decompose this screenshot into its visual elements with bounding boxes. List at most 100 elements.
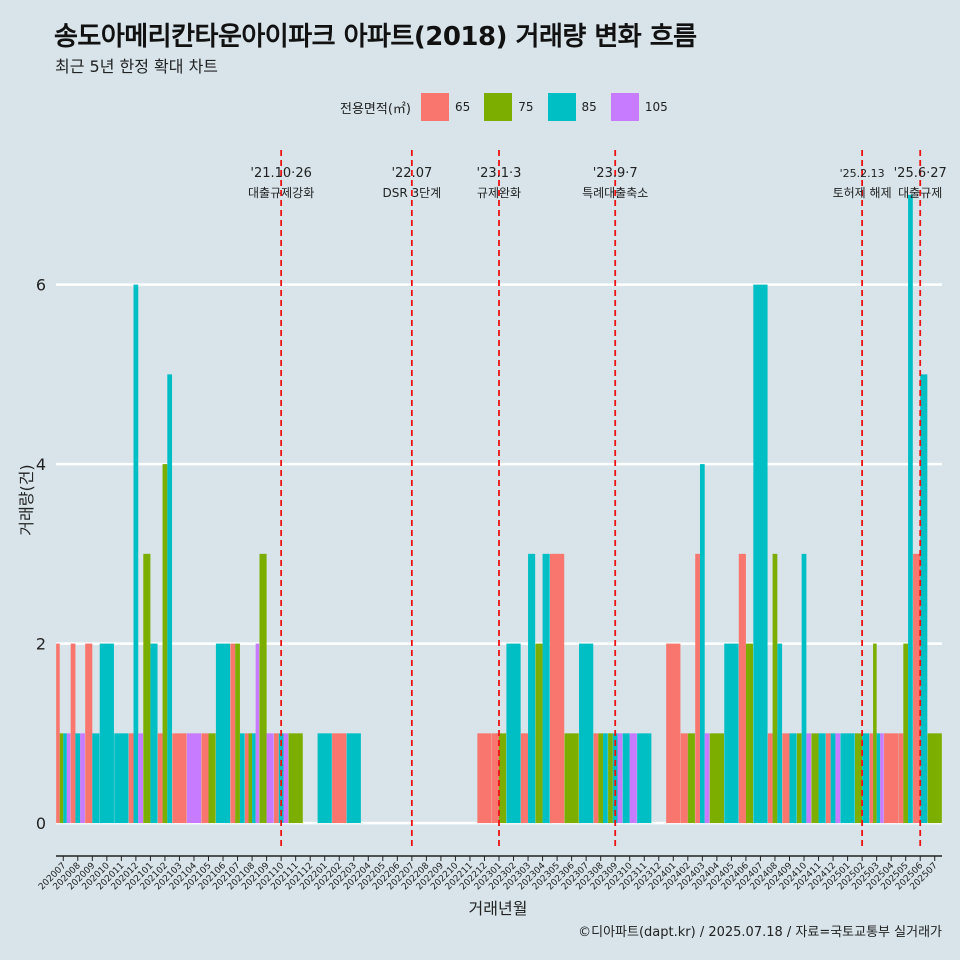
event-label-202110: 대출규제강화 (248, 186, 314, 200)
source-caption: ©디아파트(dapt.kr) / 2025.07.18 / 자료=국토교통부 실… (578, 925, 942, 940)
bar-65-202105 (201, 733, 209, 824)
bar-65-202009 (85, 643, 93, 824)
bar-65-202409 (782, 733, 790, 824)
bar-105-202403 (704, 733, 710, 824)
legend-swatch-65 (420, 93, 449, 121)
legend-item-105: 105 (610, 93, 668, 121)
chart-title: 송도아메리칸타운아이파크 아파트(2018) 거래량 변화 흐름 (54, 22, 697, 52)
bar-65-202301 (491, 733, 499, 824)
bar-75-202505 (903, 643, 909, 824)
legend-label-105: 105 (644, 100, 668, 114)
bar-65-202008 (70, 643, 76, 824)
bar-75-202109 (259, 553, 267, 824)
bar-105-202309 (617, 733, 623, 824)
bar-65-202107 (230, 643, 236, 824)
bar-85-202501 (840, 733, 855, 824)
bar-75-202410 (796, 733, 802, 824)
bar-75-202111 (288, 733, 303, 824)
bar-75-202503 (873, 643, 877, 824)
event-label-202502: 토허제 해제 (833, 186, 892, 200)
event-label-202309: 특례대출축소 (582, 186, 648, 200)
bar-65-202110 (274, 733, 279, 824)
event-date-202110: '21.10·26 (250, 166, 311, 181)
bar-75-202309 (608, 733, 613, 824)
bar-85-202302 (506, 643, 521, 824)
bar-85-202007 (63, 733, 67, 824)
bar-105-202310 (629, 733, 637, 824)
bar-85-202310 (622, 733, 630, 824)
bar-85-202304 (542, 553, 550, 824)
legend-item-65: 65 (420, 93, 471, 121)
legend-label-65: 65 (454, 100, 471, 114)
bar-85-202403 (699, 464, 705, 824)
event-label-202207: DSR 3단계 (382, 186, 441, 200)
bar-75-202108 (248, 733, 253, 824)
bar-85-202309 (612, 733, 618, 824)
bar-105-202007 (66, 733, 71, 824)
bar-65-202505 (898, 733, 904, 824)
bar-105-202012 (138, 733, 144, 824)
x-axis-title: 거래년월 (469, 899, 528, 918)
bar-75-202101 (143, 553, 151, 824)
bar-85-202409 (789, 733, 797, 824)
bar-105-202410 (806, 733, 812, 824)
bar-75-202502 (854, 733, 863, 824)
bar-75-202306 (564, 733, 579, 824)
event-date-202301: '23.1·3 (477, 166, 522, 181)
bar-75-202102 (162, 464, 168, 824)
bar-75-202411 (811, 733, 819, 824)
bar-85-202008 (75, 733, 81, 824)
bar-75-202404 (709, 733, 724, 824)
bar-85-202307 (579, 643, 594, 824)
bar-85-202407 (753, 284, 768, 824)
event-date-202506: '25.6·27 (894, 166, 947, 181)
event-date-202309: '23.9·7 (593, 166, 638, 181)
bar-65-202403 (695, 553, 700, 824)
bar-75-202105 (208, 733, 216, 824)
bar-75-202402 (687, 733, 695, 824)
bar-105-202110 (283, 733, 289, 824)
bar-85-202108 (252, 733, 256, 824)
y-tick-label: 2 (36, 635, 46, 654)
event-label-202506: 대출규제 (898, 186, 942, 200)
legend-swatch-85 (547, 93, 576, 121)
bar-105-202104 (186, 733, 202, 824)
bar-85-202311 (637, 733, 652, 824)
bar-65-202308 (593, 733, 599, 824)
bar-65-202412 (825, 733, 831, 824)
bar-85-202503 (876, 733, 881, 824)
legend-label-75: 75 (518, 100, 534, 114)
bar-85-202203 (346, 733, 361, 824)
bar-65-202504 (884, 733, 899, 824)
bar-85-202410 (801, 553, 807, 824)
bar-85-202010 (99, 643, 114, 824)
legend-swatch-105 (610, 93, 639, 121)
legend-label-85: 85 (581, 100, 597, 114)
bar-65-202103 (172, 733, 187, 824)
bar-85-202011 (114, 733, 129, 824)
event-date-202207: '22.07 (391, 166, 432, 181)
bar-105-202412 (835, 733, 841, 824)
bar-85-202405 (724, 643, 739, 824)
event-date-202502: '25.2.13 (840, 167, 885, 180)
bar-85-202506 (920, 374, 928, 824)
bar-85-202308 (603, 733, 608, 824)
y-axis-title: 거래량(건) (17, 464, 36, 535)
bar-65-202408 (767, 733, 773, 824)
bar-85-202110 (278, 733, 284, 824)
y-tick-label: 4 (36, 455, 46, 474)
event-label-202301: 규제완화 (477, 186, 521, 200)
bar-65-202401 (666, 643, 681, 824)
bar-75-202107 (235, 643, 240, 824)
bar-65-202303 (520, 733, 529, 824)
bar-85-202102 (167, 374, 173, 824)
bar-65-202108 (244, 733, 249, 824)
bar-85-202107 (239, 733, 245, 824)
y-tick-label: 0 (36, 814, 46, 833)
legend-title: 전용면적(㎡) (340, 101, 411, 117)
bar-85-202303 (528, 553, 536, 824)
bar-85-202201 (317, 733, 332, 824)
bar-75-202301 (499, 733, 507, 824)
legend-item-75: 75 (484, 93, 534, 121)
